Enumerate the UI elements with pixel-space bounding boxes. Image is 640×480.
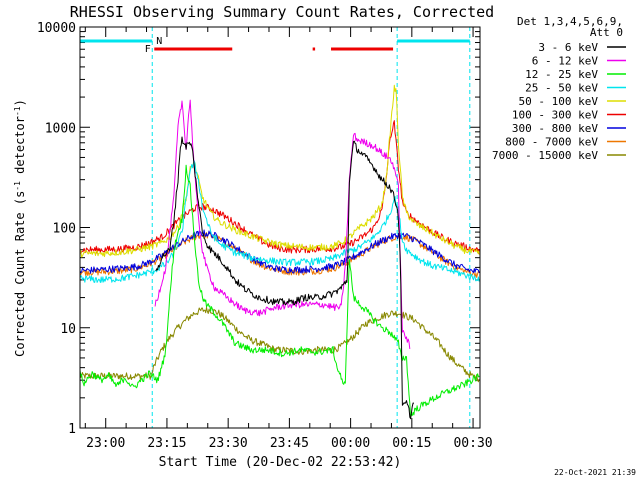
legend-header-line: Det 1,3,4,5,6,9, (517, 15, 623, 28)
y-axis-label-exponent: -1 (13, 106, 22, 116)
series-line-100-300-kev (79, 120, 480, 254)
footer-timestamp: 22-Oct-2021 21:39 (554, 468, 636, 477)
series-line-6-12-kev (154, 99, 411, 349)
flare-label: F (145, 44, 151, 55)
legend-label: 300 - 800 keV (512, 122, 598, 135)
x-tick-label: 23:30 (209, 436, 248, 451)
y-axis-label-text: detector (13, 116, 27, 181)
y-tick-label: 1 (68, 422, 76, 437)
series-line-3-6-kev (155, 136, 415, 420)
y-tick-label: 10000 (37, 21, 76, 36)
legend-label: 25 - 50 keV (525, 82, 598, 95)
series-line-12-25-kev (79, 164, 480, 419)
x-tick-label: 23:45 (270, 436, 309, 451)
y-axis: 1 10 100 1000 10000 (37, 21, 480, 437)
series-layer (79, 84, 480, 420)
night-label: N (156, 36, 162, 47)
x-axis-label: Start Time (20-Dec-02 22:53:42) (159, 455, 402, 470)
legend-header: Det 1,3,4,5,6,9,Att 0 (517, 15, 623, 39)
x-tick-label: 23:15 (147, 436, 186, 451)
legend-label: 7000 - 15000 keV (492, 149, 598, 162)
plot-frame (79, 26, 481, 429)
legend-label: 100 - 300 keV (512, 109, 598, 122)
x-tick-label: 23:00 (86, 436, 125, 451)
legend-header-line: Att 0 (590, 26, 623, 39)
x-tick-label: 00:30 (453, 436, 492, 451)
series-line-25-50-kev (79, 160, 480, 283)
y-axis-label-text: Corrected Count Rate (s (13, 191, 27, 357)
legend-label: 50 - 100 keV (519, 95, 599, 108)
y-tick-label: 10 (60, 322, 76, 337)
y-axis-label-exponent: -1 (13, 181, 22, 191)
series-line-50-100-kev (79, 84, 480, 258)
x-tick-label: 00:00 (331, 436, 370, 451)
y-tick-label: 1000 (45, 121, 76, 136)
y-tick-label: 100 (53, 222, 76, 237)
legend-label: 3 - 6 keV (538, 41, 598, 54)
flare-bars: F (145, 44, 394, 55)
chart-title: RHESSI Observing Summary Count Rates, Co… (70, 3, 494, 21)
y-axis-label-text: ) (13, 99, 27, 106)
legend-label: 800 - 7000 keV (505, 136, 598, 149)
x-axis: 23:00 23:15 23:30 23:45 00:00 00:15 00:30 (84, 27, 493, 451)
legend-label: 12 - 25 keV (525, 68, 598, 81)
legend-label: 6 - 12 keV (532, 55, 599, 68)
series-line-300-800-kev (79, 229, 480, 274)
x-tick-label: 00:15 (392, 436, 431, 451)
y-axis-label: Corrected Count Rate (s-1 detector-1) (13, 99, 28, 357)
